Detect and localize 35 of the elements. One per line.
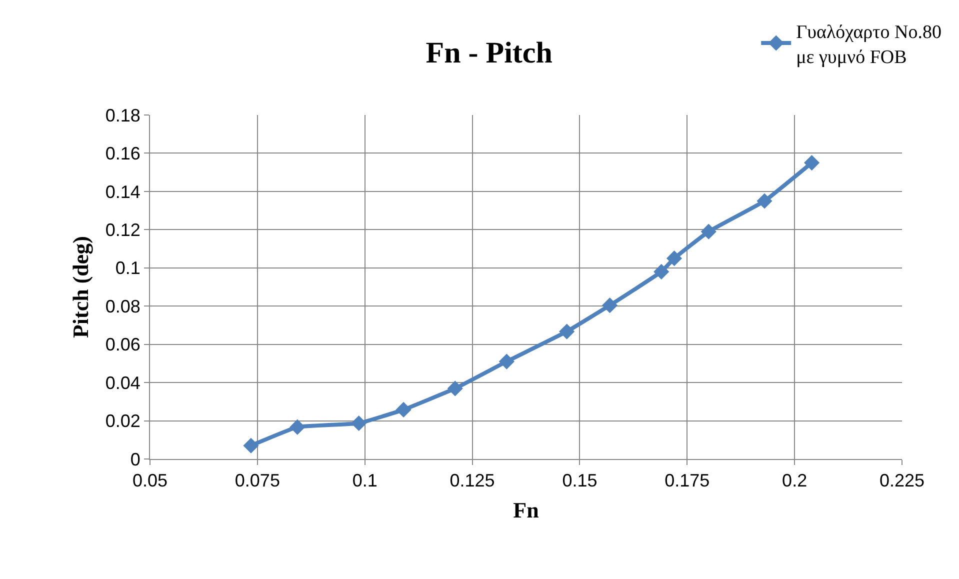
- point: [666, 250, 682, 266]
- point: [396, 402, 412, 418]
- point: [804, 154, 820, 171]
- x-tick-label: 0.1: [352, 470, 378, 491]
- x-tick-label: 0.125: [450, 470, 495, 491]
- point: [756, 193, 772, 209]
- y-tick-label: 0.16: [105, 144, 140, 164]
- y-tick-label: 0.02: [105, 411, 140, 432]
- y-axis-title: Pitch (deg): [68, 236, 94, 338]
- point: [498, 354, 514, 370]
- y-tick-label: 0.18: [105, 105, 140, 126]
- point: [654, 264, 670, 280]
- point: [559, 324, 575, 340]
- point: [447, 380, 463, 396]
- x-tick-label: 0.05: [132, 470, 168, 491]
- x-tick-label: 0.175: [664, 470, 710, 491]
- point: [290, 419, 306, 435]
- y-tick-label: 0.08: [105, 296, 140, 316]
- point: [602, 298, 618, 314]
- chart-title: Fn - Pitch: [426, 36, 553, 70]
- x-tick-label: 0.225: [879, 470, 925, 491]
- y-tick-label: 0.14: [105, 182, 140, 202]
- y-tick-label: 0.04: [105, 372, 140, 393]
- x-tick-label: 0.15: [562, 470, 598, 491]
- x-tick-label: 0.2: [782, 470, 808, 491]
- y-tick-label: 0.1: [115, 258, 140, 278]
- legend-label: Γυαλόχαρτο No.80 με γυμνό FOB: [796, 22, 942, 68]
- x-axis-title: Fn: [513, 498, 539, 522]
- point: [700, 224, 716, 240]
- y-tick-label: 0: [130, 449, 140, 470]
- x-tick-label: 0.075: [234, 470, 280, 491]
- y-tick-label: 0.06: [105, 334, 140, 355]
- point: [243, 438, 259, 454]
- point: [351, 415, 367, 432]
- y-tick-label: 0.12: [105, 220, 140, 240]
